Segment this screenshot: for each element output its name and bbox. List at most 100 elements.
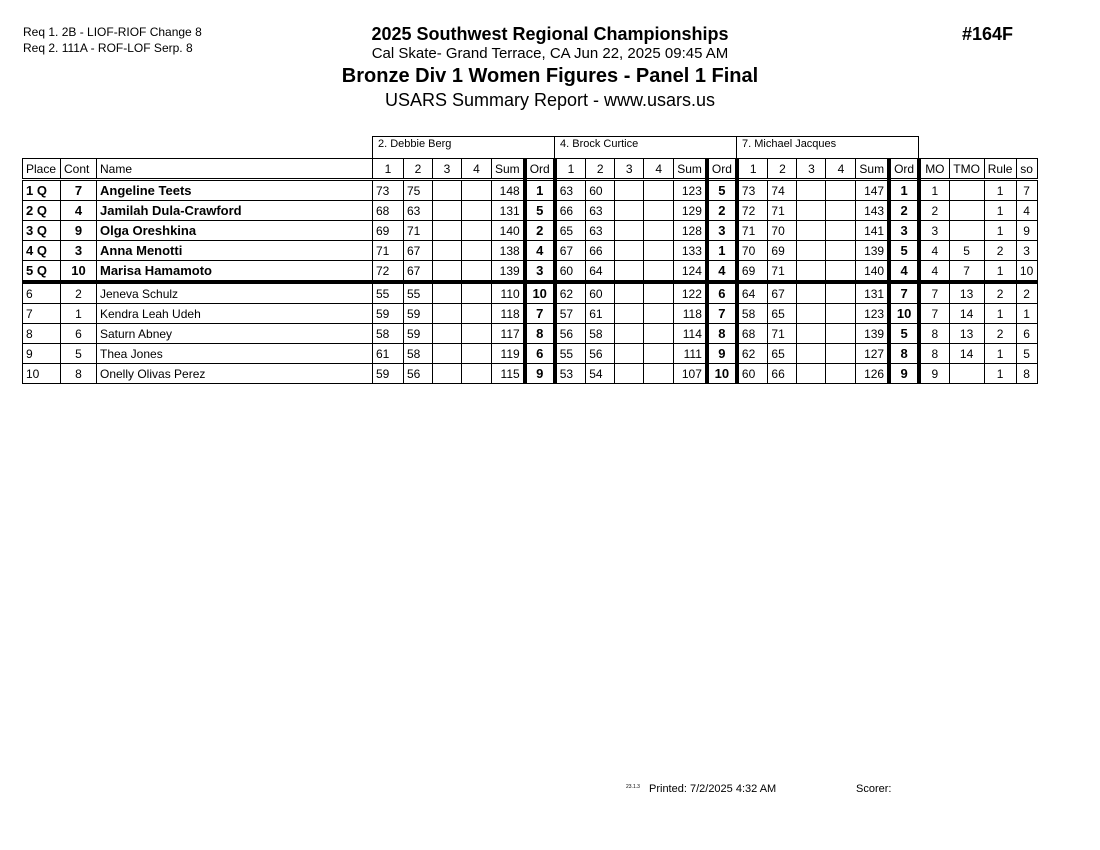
- judge-score: [432, 260, 462, 284]
- judge-score: [461, 240, 492, 261]
- skater-name: Onelly Olivas Perez: [96, 363, 373, 384]
- requirement-1: Req 1. 2B - LIOF-RIOF Change 8: [23, 25, 202, 39]
- judge-ordinal: 9: [887, 363, 920, 384]
- judge-ordinal: 4: [704, 260, 738, 284]
- skating-order: 1: [1015, 303, 1038, 324]
- judge-score: [643, 323, 675, 344]
- judge-score: [643, 240, 675, 261]
- place: 1 Q: [22, 179, 61, 201]
- judge-score: [796, 240, 827, 261]
- judge-score: 63: [585, 220, 616, 241]
- judge-ordinal: 5: [704, 179, 738, 201]
- judge-ordinal: 8: [887, 343, 920, 364]
- judge-name: 4. Brock Curtice: [554, 136, 737, 158]
- judge-score: 69: [734, 260, 769, 284]
- judge-score: [643, 303, 675, 324]
- judge-score: 60: [585, 179, 616, 201]
- header-judge-col: 3: [796, 158, 827, 181]
- judge-ordinal: 3: [704, 220, 738, 241]
- judge-sum: 140: [855, 260, 890, 284]
- header-judge-col: 2: [403, 158, 433, 181]
- judge-ordinal: 10: [887, 303, 920, 324]
- place: 9: [22, 343, 61, 364]
- judge-sum: 123: [673, 179, 708, 201]
- judge-score: [432, 323, 462, 344]
- rule: 1: [983, 179, 1017, 201]
- judge-score: 66: [585, 240, 616, 261]
- judge-score: [461, 220, 492, 241]
- judge-score: [614, 323, 645, 344]
- table-row: 7 1 Kendra Leah Udeh 59 59 118 7 57 61 118 7 58 65 12…: [22, 303, 1038, 324]
- majority-ordinal: 2: [917, 200, 950, 221]
- judge-ordinal: 9: [704, 343, 738, 364]
- judge-score: [825, 343, 857, 364]
- judge-sum: 114: [673, 323, 708, 344]
- judge-score: [825, 260, 857, 284]
- judge-score: [461, 200, 492, 221]
- judge-score: 73: [734, 179, 769, 201]
- judge-sum: 119: [490, 343, 526, 364]
- judge-score: 55: [403, 281, 433, 304]
- judge-score: [432, 200, 462, 221]
- contestant-number: 7: [60, 179, 97, 201]
- table-row: 1 Q 7 Angeline Teets 73 75 148 1 63 60 123 5 73 74 14…: [22, 179, 1038, 201]
- judge-score: 65: [767, 343, 798, 364]
- header-rule: Rule: [983, 158, 1017, 181]
- place: 10: [22, 363, 61, 384]
- scorer-label: Scorer:: [856, 783, 892, 795]
- judge-sum: 117: [490, 323, 526, 344]
- rule: 1: [983, 260, 1017, 284]
- table-row: 10 8 Onelly Olivas Perez 59 56 115 9 53 54 107 10 6…: [22, 363, 1038, 384]
- judge-score: 66: [767, 363, 798, 384]
- header-judge-col: Sum: [673, 158, 708, 181]
- contestant-number: 5: [60, 343, 97, 364]
- report-subtitle: USARS Summary Report - www.usars.us: [384, 90, 716, 110]
- header-place: Place: [22, 158, 61, 181]
- judge-score: [461, 343, 492, 364]
- judge-score: [825, 323, 857, 344]
- judge-sum: 107: [673, 363, 708, 384]
- judge-score: 58: [585, 323, 616, 344]
- judge-score: [796, 260, 827, 284]
- rule: 1: [983, 303, 1017, 324]
- judge-ordinal: 8: [704, 323, 738, 344]
- judge-score: [614, 343, 645, 364]
- place: 3 Q: [22, 220, 61, 241]
- header-judge-col: 1: [372, 158, 404, 181]
- header-tmo: TMO: [948, 158, 985, 181]
- judge-score: 72: [734, 200, 769, 221]
- judge-score: 54: [585, 363, 616, 384]
- judge-score: [614, 200, 645, 221]
- rule: 1: [983, 220, 1017, 241]
- judge-score: 60: [552, 260, 587, 284]
- majority-ordinal: 3: [917, 220, 950, 241]
- judge-ordinal: 4: [522, 240, 556, 261]
- judge-score: 58: [372, 323, 404, 344]
- judge-score: [614, 363, 645, 384]
- majority-ordinal: 8: [917, 323, 950, 344]
- place: 7: [22, 303, 61, 324]
- header-mo: MO: [917, 158, 950, 181]
- judge-sum: 140: [490, 220, 526, 241]
- judge-ordinal: 6: [522, 343, 556, 364]
- header-judge-col: 1: [552, 158, 587, 181]
- judge-score: [643, 281, 675, 304]
- judge-score: [643, 220, 675, 241]
- header-judge-col: Ord: [522, 158, 556, 181]
- judge-score: [796, 220, 827, 241]
- judge-score: [643, 343, 675, 364]
- judge-ordinal: 5: [887, 323, 920, 344]
- contestant-number: 8: [60, 363, 97, 384]
- judge-score: [432, 179, 462, 201]
- header-judge-col: 4: [461, 158, 492, 181]
- skater-name: Kendra Leah Udeh: [96, 303, 373, 324]
- judge-ordinal: 8: [522, 323, 556, 344]
- judge-score: 71: [734, 220, 769, 241]
- judge-sum: 122: [673, 281, 708, 304]
- skater-name: Thea Jones: [96, 343, 373, 364]
- judge-sum: 111: [673, 343, 708, 364]
- judge-ordinal: 3: [522, 260, 556, 284]
- judge-score: 75: [403, 179, 433, 201]
- total-majority-ordinal: 13: [948, 281, 985, 304]
